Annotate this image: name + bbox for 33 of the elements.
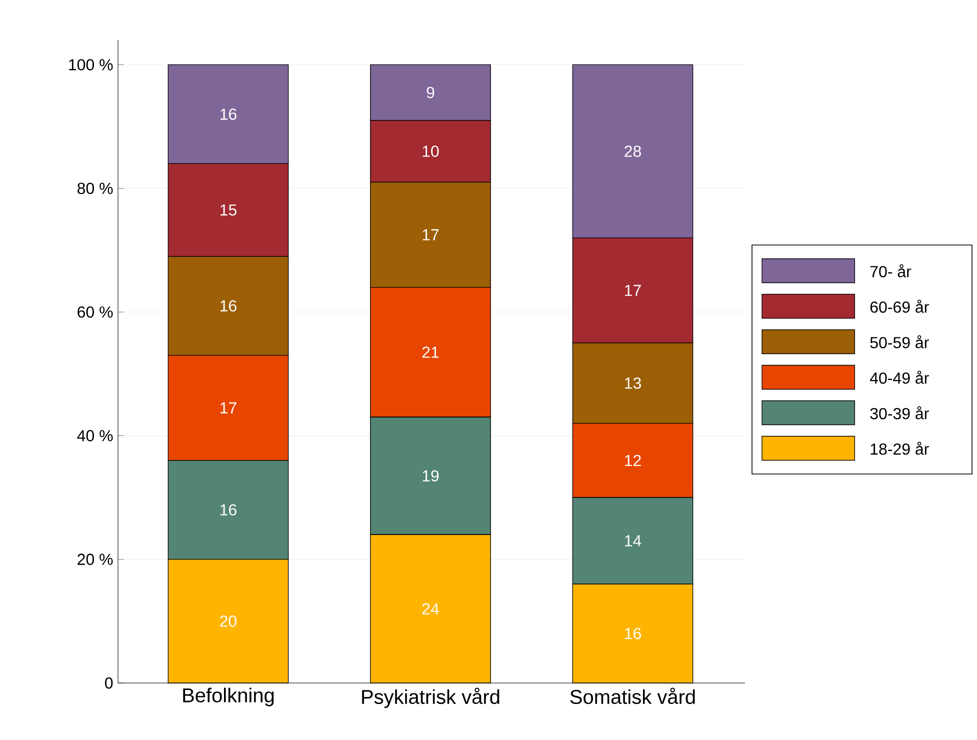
data-label: 16: [625, 628, 641, 640]
text: 30-39 år: [870, 406, 929, 420]
data-label: 28: [624, 146, 641, 157]
data-label: 12: [625, 454, 641, 466]
data-label: 16: [220, 108, 236, 120]
data-label: 16: [220, 300, 236, 312]
y-tick-label: 100 %: [69, 59, 113, 70]
text: 60-69 år: [870, 300, 929, 313]
y-tick-label: 0: [105, 677, 113, 689]
data-label: 19: [422, 470, 439, 482]
data-label: 10: [422, 146, 439, 157]
text: 18-29 år: [870, 442, 929, 455]
y-tick-label: 20 %: [78, 554, 113, 565]
data-label: 14: [625, 535, 642, 546]
data-label: 9: [426, 86, 434, 98]
data-label: 21: [422, 346, 439, 358]
data-label: 17: [220, 402, 236, 414]
x-tick-label: Somatisk vård: [570, 688, 695, 704]
data-label: 17: [625, 284, 641, 296]
data-label: 16: [220, 504, 236, 516]
y-tick-label: 40 %: [77, 430, 113, 442]
text: 40-49 år: [870, 370, 929, 384]
text: 50-59 år: [870, 335, 929, 348]
y-tick-label: 80 %: [78, 182, 113, 194]
text: 70- år: [870, 264, 912, 278]
data-label: 24: [422, 603, 439, 614]
y-tick-label: 60 %: [78, 306, 113, 318]
data-label: 20: [220, 616, 237, 627]
data-label: 13: [625, 377, 641, 389]
data-label: 17: [422, 229, 439, 240]
x-tick-label: Befolkning: [183, 688, 274, 706]
x-tick-label: Psykiatrisk vård: [362, 688, 500, 708]
data-label: 15: [220, 204, 236, 216]
